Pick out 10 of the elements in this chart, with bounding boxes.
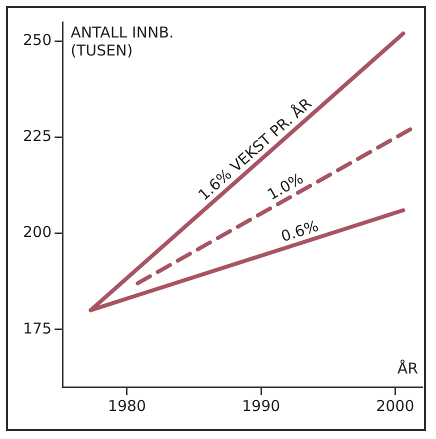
x-tick-label: 2000 bbox=[376, 396, 414, 415]
y-axis-title: ANTALL INNB. (TUSEN) bbox=[70, 23, 174, 60]
text: 0.6% bbox=[278, 216, 321, 246]
y-tick-label: 175 bbox=[22, 319, 52, 338]
x-tick-label: 1980 bbox=[108, 396, 146, 415]
y-tick-label: 250 bbox=[22, 31, 52, 50]
y-tick-label: 200 bbox=[22, 223, 52, 242]
y-tick-label: 225 bbox=[22, 127, 52, 146]
x-tick-label: 1990 bbox=[242, 396, 280, 415]
x-axis-title: ÅR bbox=[397, 359, 418, 378]
